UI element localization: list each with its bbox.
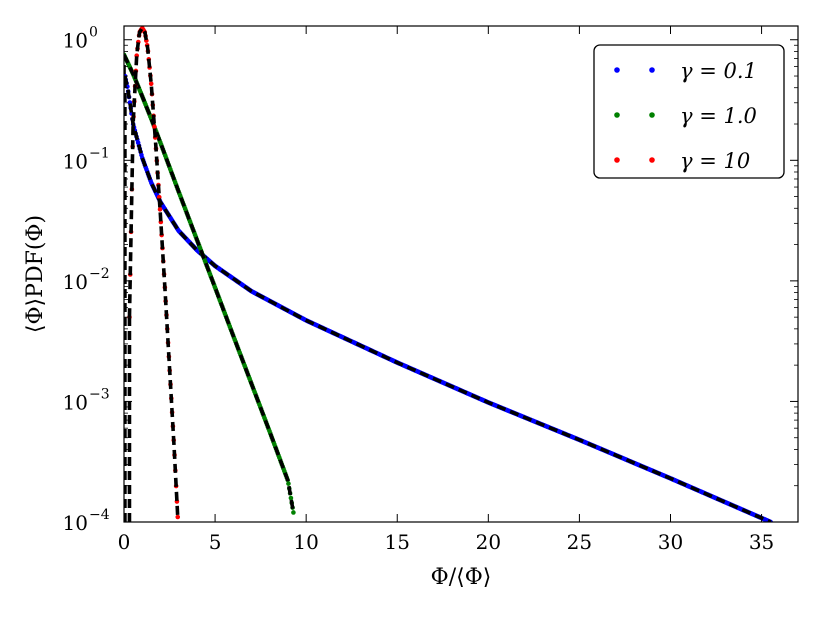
y-tick-label: 10 [63,511,88,535]
legend-marker [614,112,620,118]
y-tick-exponent: 0 [89,25,98,41]
series-2-marker [291,510,296,515]
x-tick-label: 5 [209,530,222,554]
legend-label: γ = 10 [680,149,750,173]
legend-label: γ = 1.0 [680,104,757,128]
x-tick-label: 15 [385,530,410,554]
x-tick-label: 20 [476,530,501,554]
series-2-marker [288,495,294,501]
legend-marker [649,67,655,73]
plot-frame [123,25,799,523]
series-2-fit-curve [124,54,296,513]
legend-marker [614,67,620,73]
y-tick-exponent: −3 [89,386,110,402]
legend-marker [649,157,655,163]
legend-marker [649,112,655,118]
y-axis-label: ⟨Φ⟩PDF(Φ) [23,215,48,333]
x-tick-label: 10 [293,530,318,554]
legend-box [593,44,785,179]
series-3-marker [157,207,163,212]
legend-marker [614,157,620,163]
series-3-marker [175,514,181,520]
series-3-marker [148,81,154,87]
legend-label: γ = 0.1 [680,59,757,83]
series-3-marker [152,124,157,130]
y-tick-label: 10 [63,29,88,53]
x-tick-label: 30 [658,530,683,554]
series-3 [127,26,181,522]
y-tick-exponent: −1 [89,145,110,161]
x-tick-label: 0 [118,530,131,554]
x-tick-label: 35 [749,530,774,554]
legend: γ = 0.1 γ = 1.0 γ = 10 [593,44,785,179]
y-tick-label: 10 [63,270,88,294]
x-tick-label: 25 [567,530,592,554]
y-tick-exponent: −2 [89,266,110,282]
y-tick-exponent: −4 [89,507,110,523]
x-axis-label: Φ/⟨Φ⟩ [431,565,492,590]
x-axis-ticks: 0 5 10 15 20 25 30 35 [118,26,774,554]
series-2-marker [286,481,291,486]
series-2 [124,52,296,522]
y-tick-label: 10 [63,149,88,173]
series-3-fit-curve [127,26,180,518]
chart-marks [124,26,773,522]
y-tick-label: 10 [63,390,88,414]
